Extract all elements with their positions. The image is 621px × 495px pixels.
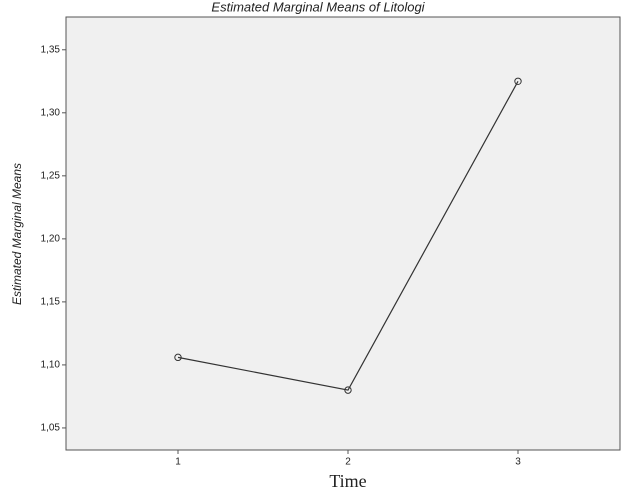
x-tick-label: 2 — [345, 457, 351, 468]
line — [177, 80, 519, 391]
marker — [174, 353, 182, 362]
x-tick-label: 1 — [175, 457, 181, 468]
y-tick-label: 1,30 — [41, 107, 61, 118]
marker — [514, 77, 522, 85]
chart-title: Estimated Marginal Means of Litologi — [211, 0, 425, 14]
y-tick-label: 1,05 — [41, 423, 61, 434]
y-tick-label: 1,10 — [41, 360, 61, 371]
x-axis-label: Time — [329, 471, 366, 491]
y-tick-label: 1,25 — [41, 170, 61, 181]
plot-area — [65, 16, 621, 451]
y-tick-label: 1,15 — [41, 297, 61, 308]
y-axis-label: Estimated Marginal Means — [10, 163, 24, 305]
y-tick-label: 1,20 — [41, 233, 61, 244]
y-tick-label: 1,35 — [41, 44, 61, 55]
marker — [344, 386, 352, 394]
x-tick-label: 3 — [515, 457, 521, 468]
